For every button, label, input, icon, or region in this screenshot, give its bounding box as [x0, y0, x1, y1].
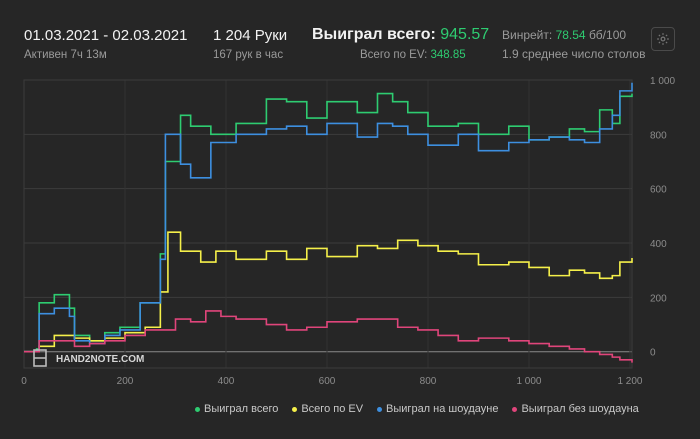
y-tick-label: 0: [650, 348, 656, 359]
won-total-value: 945.57: [440, 26, 490, 43]
gear-icon: [657, 33, 669, 45]
watermark-text: HAND2NOTE.COM: [56, 354, 144, 365]
y-tick-label: 1 000: [650, 76, 675, 87]
ev-value: 348.85: [430, 49, 466, 61]
legend-dot: [292, 406, 298, 412]
chart-legend: Выиграл всего Всего по EV Выиграл на шоу…: [195, 403, 639, 415]
x-tick-label: 400: [218, 376, 235, 387]
winrate: Винрейт: 78.54 бб/100: [502, 28, 626, 42]
won-total-label: Выиграл всего:: [312, 26, 436, 43]
y-tick-label: 400: [650, 239, 667, 250]
legend-item-won-total[interactable]: Выиграл всего: [195, 403, 278, 415]
legend-dot: [377, 406, 383, 412]
legend-item-ev[interactable]: Всего по EV: [292, 403, 363, 415]
x-tick-label: 200: [117, 376, 134, 387]
watermark: HAND2NOTE.COM: [33, 349, 144, 367]
winrate-label: Винрейт:: [502, 28, 553, 42]
settings-button[interactable]: [651, 27, 675, 51]
avg-tables: 1.9 среднее число столов: [502, 47, 646, 61]
legend-dot: [195, 406, 200, 412]
legend-label: Выиграл без шоудауна: [521, 403, 639, 415]
date-range: 01.03.2021 - 02.03.2021: [24, 27, 188, 44]
ev-total: Всего по EV: 348.85: [360, 49, 466, 61]
x-axis-ticks: 0 200 400 600 800 1 000 1 200: [21, 376, 643, 387]
winrate-value: 78.54: [555, 28, 586, 42]
x-tick-label: 800: [420, 376, 437, 387]
ev-label: Всего по EV:: [360, 49, 428, 61]
series-line-1: [24, 231, 633, 353]
hands-per-hour: 167 рук в час: [213, 49, 284, 61]
x-tick-label: 600: [319, 376, 336, 387]
legend-item-showdown[interactable]: Выиграл на шоудауне: [377, 403, 498, 415]
chart-lines: [24, 82, 633, 363]
legend-dot: [512, 406, 518, 412]
legend-label: Всего по EV: [301, 403, 364, 415]
x-tick-label: 0: [21, 376, 27, 387]
won-total: Выиграл всего: 945.57: [312, 26, 489, 44]
active-time: Активен 7ч 13м: [24, 49, 107, 61]
hands-count: 1 204 Руки: [213, 27, 288, 44]
y-axis-ticks: 0 200 400 600 800 1 000: [650, 76, 675, 359]
winrate-unit: бб/100: [588, 28, 627, 42]
legend-item-non-showdown[interactable]: Выиграл без шоудауна: [512, 403, 639, 415]
plot-frame: [23, 79, 633, 369]
y-tick-label: 600: [650, 185, 667, 196]
legend-label: Выиграл на шоудауне: [386, 403, 499, 415]
y-tick-label: 800: [650, 130, 667, 141]
x-tick-label: 1 200: [617, 376, 642, 387]
series-line-3: [24, 310, 633, 363]
series-line-2: [24, 82, 633, 353]
x-tick-label: 1 000: [516, 376, 541, 387]
legend-label: Выиграл всего: [204, 403, 279, 415]
y-tick-label: 200: [650, 293, 667, 304]
series-line-0: [24, 92, 633, 353]
